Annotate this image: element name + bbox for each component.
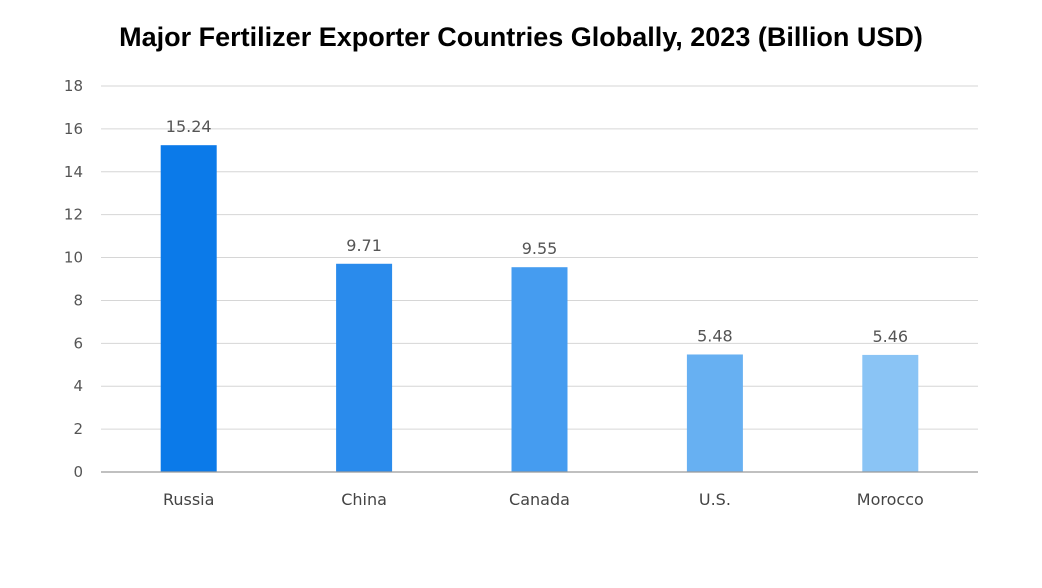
bar-u-s (686, 354, 743, 472)
data-label: 5.46 (872, 327, 908, 346)
x-category-label: Canada (509, 490, 570, 509)
bar-russia (160, 145, 217, 473)
y-tick-label: 12 (64, 206, 83, 224)
data-label: 9.71 (346, 236, 382, 255)
data-label: 5.48 (697, 326, 733, 345)
x-axis-categories: Russia China Canada U.S. Morocco (163, 490, 924, 509)
y-tick-label: 14 (64, 163, 83, 181)
x-category-label: China (341, 490, 387, 509)
x-category-label: Russia (163, 490, 214, 509)
bar-morocco (862, 354, 919, 472)
y-tick-label: 6 (73, 334, 83, 352)
chart-title: Major Fertilizer Exporter Countries Glob… (119, 22, 923, 52)
x-category-label: Morocco (857, 490, 924, 509)
bar-canada (511, 267, 568, 472)
y-axis-ticks: 0 2 4 6 8 10 12 14 16 18 (64, 77, 83, 481)
y-tick-label: 18 (64, 77, 83, 95)
y-tick-label: 10 (64, 249, 83, 267)
y-tick-label: 16 (64, 120, 83, 138)
data-label: 9.55 (522, 239, 558, 258)
data-labels: 15.24 9.71 9.55 5.48 5.46 (166, 117, 908, 346)
bars (160, 145, 919, 473)
y-tick-label: 2 (73, 420, 83, 438)
y-tick-label: 8 (73, 291, 83, 309)
y-tick-label: 0 (73, 463, 83, 481)
y-tick-label: 4 (73, 377, 83, 395)
x-category-label: U.S. (699, 490, 731, 509)
data-label: 15.24 (166, 117, 212, 136)
bar-china (336, 263, 393, 472)
